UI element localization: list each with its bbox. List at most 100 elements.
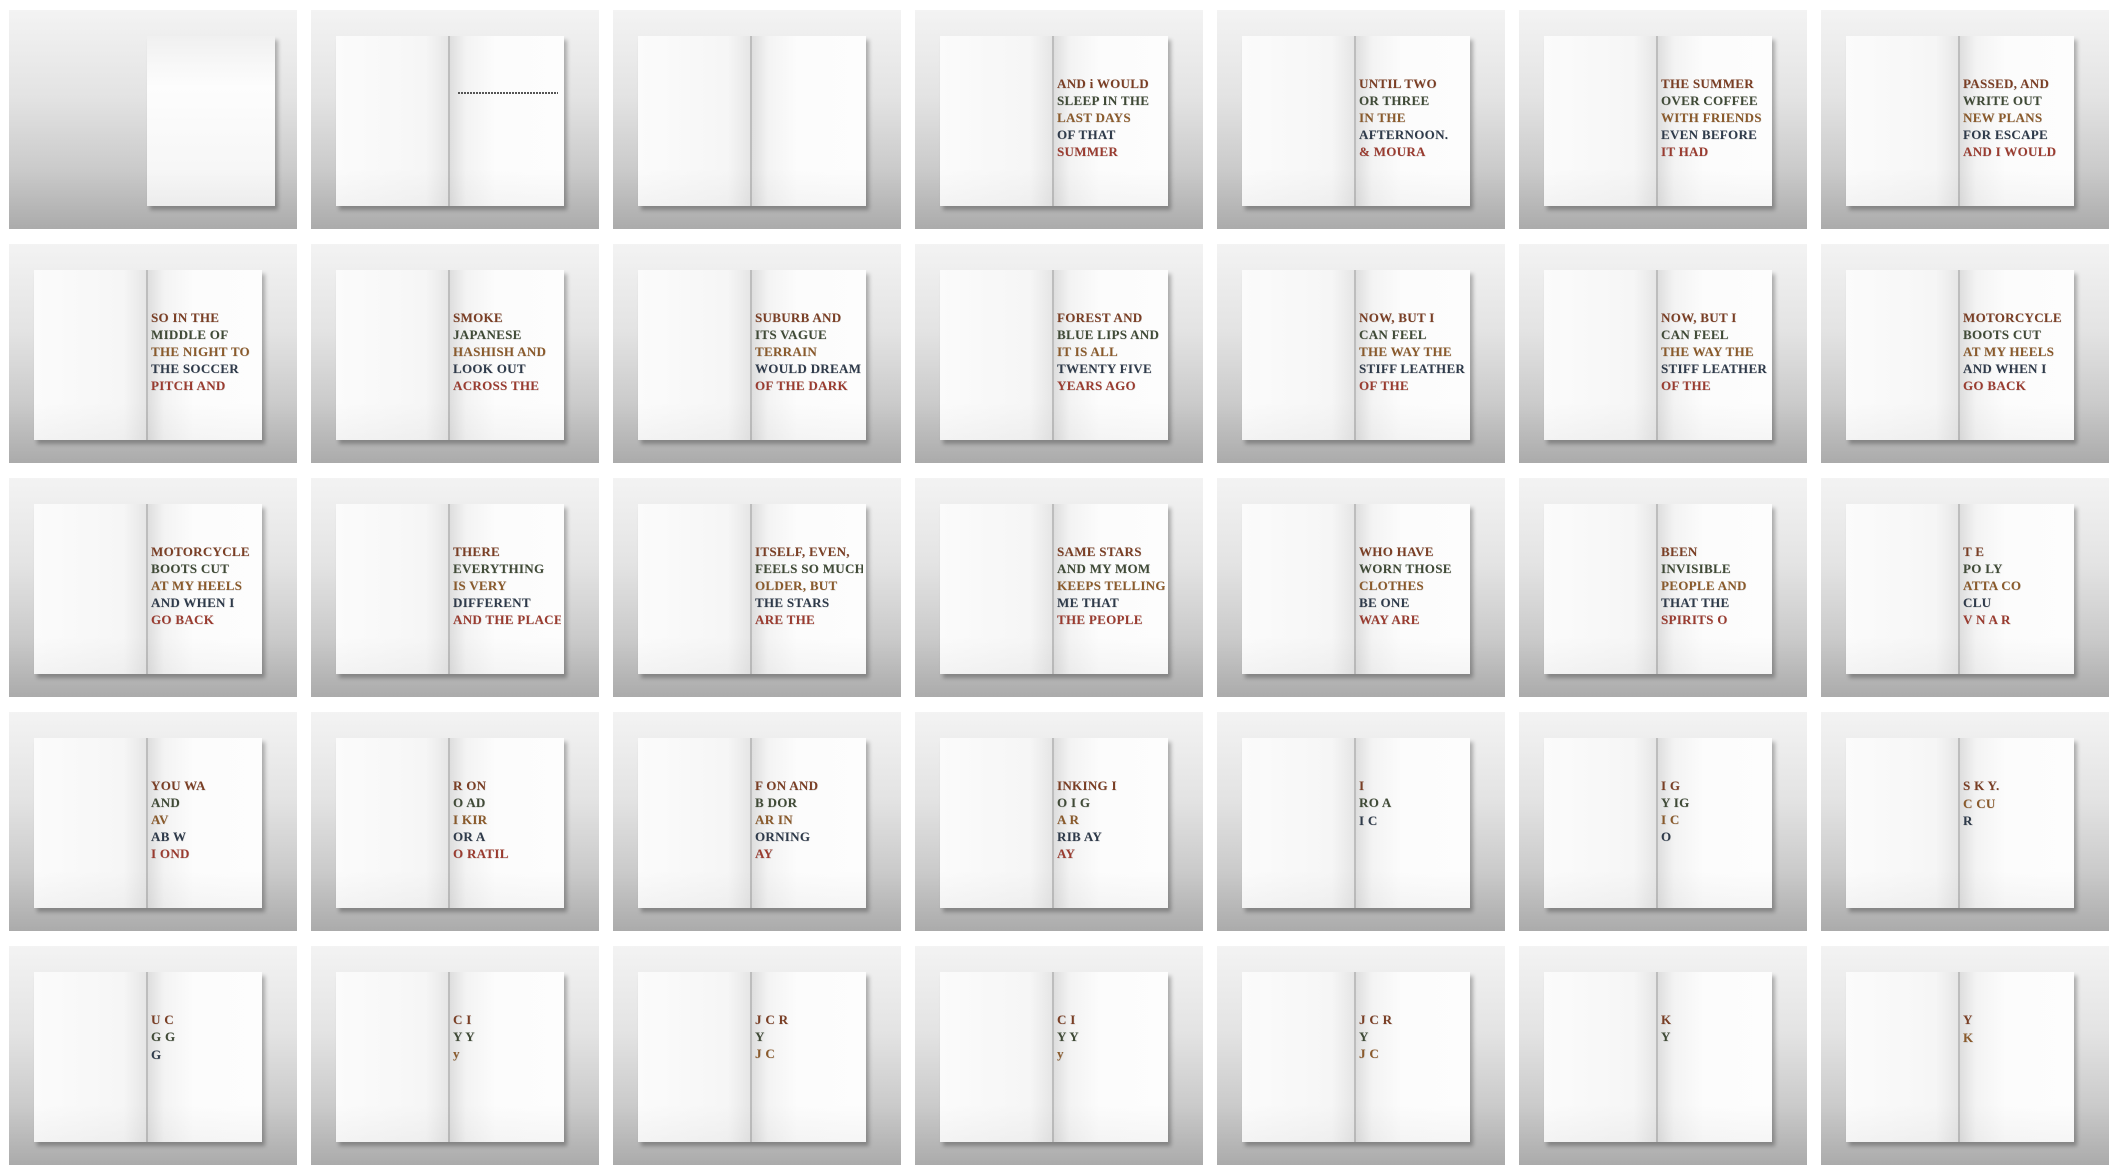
spread-tile[interactable] (311, 10, 599, 229)
spread-tile[interactable]: NOW, BUT I CAN FEEL THE WAY THE STIFF LEATH… (1217, 244, 1505, 463)
spread-tile[interactable]: AND i WOULD SLEEP IN THE LAST DAYS OF THAT S… (915, 10, 1203, 229)
spread-tile[interactable]: U C G G G (9, 946, 297, 1165)
collage-line: TERRAIN (755, 344, 818, 359)
collage-text: T E PO LY ATTA CO CLU V N A R (1963, 544, 2071, 628)
collage-text: THERE EVERYTHING IS VERY DIFFERENT AND THE P… (453, 544, 561, 628)
spread-tile[interactable]: F ON AND B DOR AR IN ORNING AY (613, 712, 901, 931)
collage-line: BLUE LIPS AND (1057, 327, 1160, 342)
book-spine (448, 270, 450, 440)
collage-line: WAY ARE (1359, 612, 1420, 627)
left-page (1544, 36, 1656, 206)
spread-tile[interactable]: SAME STARS AND MY MOM KEEPS TELLING ME THAT… (915, 478, 1203, 697)
collage-line: O (1661, 829, 1672, 844)
spread-tile[interactable]: J C R Y J C (613, 946, 901, 1165)
collage-text: THE SUMMER OVER COFFEE WITH FRIENDS EVEN BE… (1661, 76, 1769, 160)
book-spine (1958, 738, 1960, 908)
spread-tile[interactable] (613, 10, 901, 229)
collage-line: OF THE (1359, 378, 1409, 393)
open-book: THERE EVERYTHING IS VERY DIFFERENT AND THE P… (336, 504, 567, 677)
spread-tile[interactable]: T E PO LY ATTA CO CLU V N A R (1821, 478, 2109, 697)
book-spine (1052, 270, 1054, 440)
collage-line: I (1359, 778, 1365, 793)
collage-line: I C (1359, 813, 1378, 828)
collage-line: AY (755, 846, 774, 861)
collage-text: S K Y. C CU R (1963, 778, 2071, 829)
collage-text: AND i WOULD SLEEP IN THE LAST DAYS OF THAT S… (1057, 76, 1165, 160)
collage-line: AND MY MOM (1057, 561, 1151, 576)
book-spine (448, 738, 450, 908)
book-spine (1656, 738, 1658, 908)
left-page (1242, 738, 1354, 908)
open-book: SO IN THE MIDDLE OF THE NIGHT TO THE SOCCER… (34, 270, 265, 443)
spread-tile[interactable]: WHO HAVE WORN THOSE CLOTHES BE ONE WAY ARE (1217, 478, 1505, 697)
book-spine (1052, 972, 1054, 1142)
spread-tile[interactable]: YOU WA AND AV AB W I OND (9, 712, 297, 931)
spread-tile[interactable]: NOW, BUT I CAN FEEL THE WAY THE STIFF LEATH… (1519, 244, 1807, 463)
collage-text: SAME STARS AND MY MOM KEEPS TELLING ME THAT… (1057, 544, 1165, 628)
spread-tile[interactable]: THE SUMMER OVER COFFEE WITH FRIENDS EVEN BE… (1519, 10, 1807, 229)
spread-tile[interactable]: ITSELF, EVEN, FEELS SO MUCH OLDER, BUT THE … (613, 478, 901, 697)
right-page: SO IN THE MIDDLE OF THE NIGHT TO THE SOCCER… (148, 270, 262, 440)
spread-tile[interactable]: C I Y Y y (915, 946, 1203, 1165)
spread-tile[interactable]: THERE EVERYTHING IS VERY DIFFERENT AND THE P… (311, 478, 599, 697)
right-page: NOW, BUT I CAN FEEL THE WAY THE STIFF LEATH… (1356, 270, 1470, 440)
collage-line: AR IN (755, 812, 793, 827)
collage-text: FOREST AND BLUE LIPS AND IT IS ALL TWENTY F… (1057, 310, 1165, 394)
collage-line: J C R (755, 1012, 789, 1027)
collage-line: IT HAD (1661, 144, 1709, 159)
spread-tile[interactable]: BEEN INVISIBLE PEOPLE AND THAT THE SPIRITS O (1519, 478, 1807, 697)
collage-line: AND WHEN I (151, 595, 235, 610)
left-page (940, 972, 1052, 1142)
spread-tile[interactable]: MOTORCYCLE BOOTS CUT AT MY HEELS AND WHEN I… (1821, 244, 2109, 463)
open-book: BEEN INVISIBLE PEOPLE AND THAT THE SPIRITS O (1544, 504, 1775, 677)
collage-text: U C G G G (151, 1012, 259, 1063)
spread-tile[interactable]: I G Y IG I C O (1519, 712, 1807, 931)
spread-tile[interactable]: UNTIL TWO OR THREE IN THE AFTERNOON. & MOURA (1217, 10, 1505, 229)
collage-line: AFTERNOON. (1359, 127, 1449, 142)
book-spine (1354, 36, 1356, 206)
spread-tile[interactable]: INKING I O I G A R RIB AY AY (915, 712, 1203, 931)
collage-text: PASSED, AND WRITE OUT NEW PLANS FOR ESCAPE A… (1963, 76, 2071, 160)
collage-line: UNTIL TWO (1359, 76, 1437, 91)
collage-line: THE SUMMER (1661, 76, 1754, 91)
spread-tile[interactable]: SMOKE JAPANESE HASHISH AND LOOK OUT ACROSS T… (311, 244, 599, 463)
collage-line: PITCH AND (151, 378, 226, 393)
collage-line: JAPANESE (453, 327, 522, 342)
collage-text: C I Y Y y (453, 1012, 561, 1062)
collage-line: AND i WOULD (1057, 76, 1149, 91)
collage-line: BOOTS CUT (1963, 327, 2042, 342)
collage-line: J C (755, 1046, 776, 1061)
right-page (450, 36, 564, 206)
collage-line: ITS VAGUE (755, 327, 827, 342)
spread-tile[interactable]: C I Y Y y (311, 946, 599, 1165)
spread-tile[interactable]: S K Y. C CU R (1821, 712, 2109, 931)
open-book: ITSELF, EVEN, FEELS SO MUCH OLDER, BUT THE … (638, 504, 869, 677)
open-book: WHO HAVE WORN THOSE CLOTHES BE ONE WAY ARE (1242, 504, 1473, 677)
spread-tile[interactable] (9, 10, 297, 229)
right-page: ITSELF, EVEN, FEELS SO MUCH OLDER, BUT THE … (752, 504, 866, 674)
right-page: AND i WOULD SLEEP IN THE LAST DAYS OF THAT S… (1054, 36, 1168, 206)
collage-line: J C R (1359, 1012, 1393, 1027)
spread-tile[interactable]: MOTORCYCLE BOOTS CUT AT MY HEELS AND WHEN I… (9, 478, 297, 697)
spread-tile[interactable]: PASSED, AND WRITE OUT NEW PLANS FOR ESCAPE A… (1821, 10, 2109, 229)
spread-tile[interactable]: SUBURB AND ITS VAGUE TERRAIN WOULD DREAM OF … (613, 244, 901, 463)
right-page: THERE EVERYTHING IS VERY DIFFERENT AND THE P… (450, 504, 564, 674)
open-book: J C R Y J C (1242, 972, 1473, 1145)
spread-tile[interactable]: R ON O AD I KIR OR A O RATIL (311, 712, 599, 931)
spread-tile[interactable]: J C R Y J C (1217, 946, 1505, 1165)
right-page: C I Y Y y (450, 972, 564, 1142)
collage-line: Y (1963, 1012, 1973, 1027)
spread-tile[interactable]: FOREST AND BLUE LIPS AND IT IS ALL TWENTY F… (915, 244, 1203, 463)
spread-tile[interactable]: I RO A I C (1217, 712, 1505, 931)
collage-line: PASSED, AND (1963, 76, 2050, 91)
collage-line: FOREST AND (1057, 310, 1143, 325)
spread-tile[interactable]: SO IN THE MIDDLE OF THE NIGHT TO THE SOCCER… (9, 244, 297, 463)
right-page: I RO A I C (1356, 738, 1470, 908)
collage-text: UNTIL TWO OR THREE IN THE AFTERNOON. & MOURA (1359, 76, 1467, 160)
